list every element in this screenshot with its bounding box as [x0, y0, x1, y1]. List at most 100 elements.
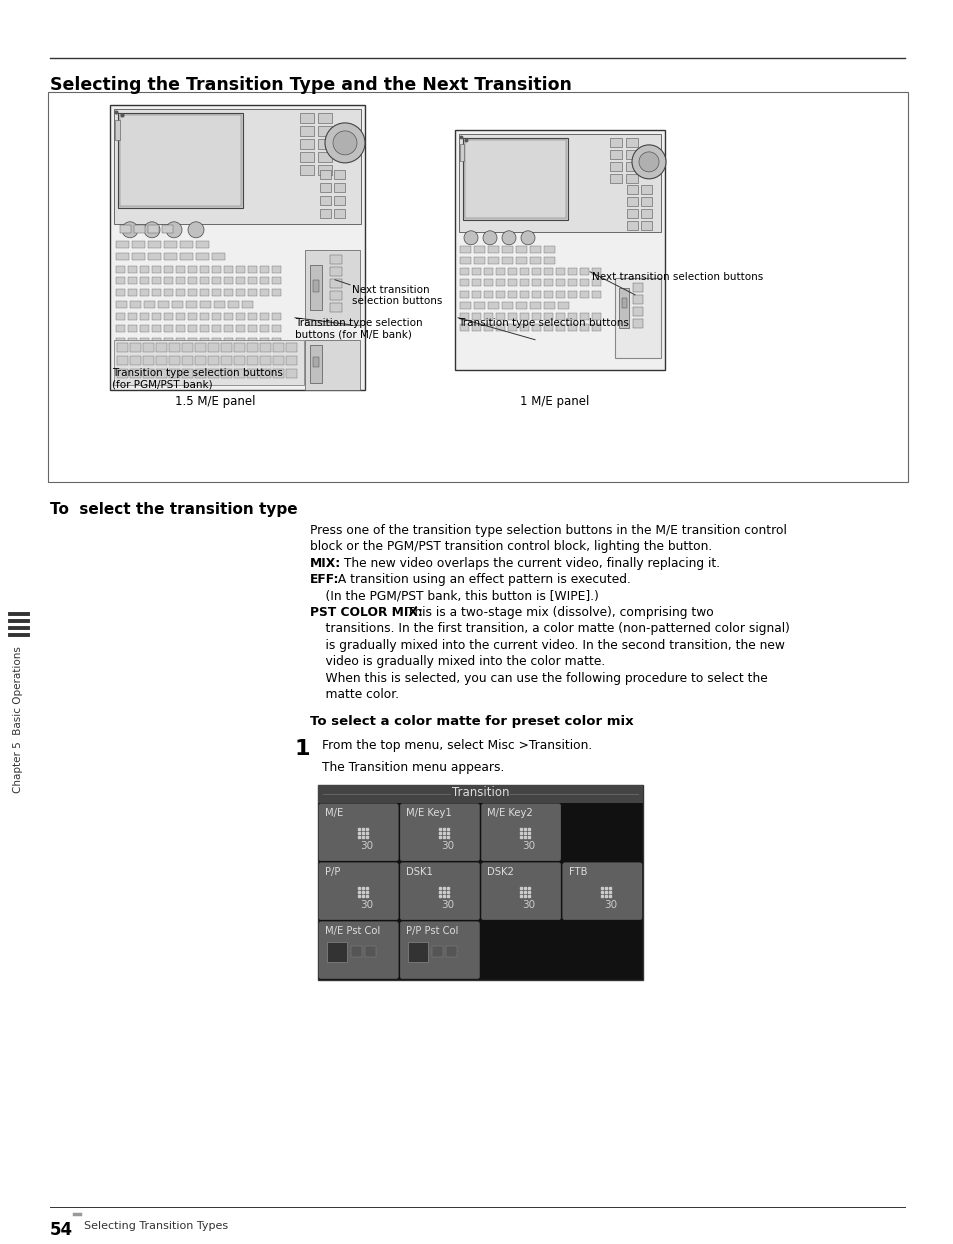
FancyBboxPatch shape — [248, 289, 256, 296]
FancyBboxPatch shape — [156, 368, 167, 378]
FancyBboxPatch shape — [459, 246, 471, 253]
FancyBboxPatch shape — [113, 340, 304, 384]
FancyBboxPatch shape — [128, 350, 137, 357]
Text: Next transition selection buttons: Next transition selection buttons — [592, 271, 762, 282]
FancyBboxPatch shape — [626, 209, 638, 218]
FancyBboxPatch shape — [247, 356, 257, 364]
FancyBboxPatch shape — [172, 301, 183, 307]
Text: P/P: P/P — [325, 867, 340, 877]
FancyBboxPatch shape — [615, 277, 660, 358]
FancyBboxPatch shape — [195, 253, 209, 260]
FancyBboxPatch shape — [286, 356, 296, 364]
FancyBboxPatch shape — [235, 350, 245, 357]
FancyBboxPatch shape — [212, 266, 221, 272]
FancyBboxPatch shape — [260, 342, 271, 352]
Text: To  select the transition type: To select the transition type — [50, 501, 297, 516]
FancyBboxPatch shape — [116, 289, 125, 296]
FancyBboxPatch shape — [148, 253, 161, 260]
Text: From the top menu, select Misc >Transition.: From the top menu, select Misc >Transiti… — [322, 739, 592, 751]
FancyBboxPatch shape — [235, 325, 245, 332]
FancyBboxPatch shape — [132, 253, 145, 260]
FancyBboxPatch shape — [152, 289, 161, 296]
FancyBboxPatch shape — [516, 256, 526, 264]
Text: FTB: FTB — [568, 867, 587, 877]
FancyBboxPatch shape — [128, 289, 137, 296]
FancyBboxPatch shape — [464, 139, 565, 218]
FancyBboxPatch shape — [459, 279, 469, 286]
FancyBboxPatch shape — [556, 279, 564, 286]
FancyBboxPatch shape — [235, 289, 245, 296]
FancyBboxPatch shape — [592, 279, 600, 286]
FancyBboxPatch shape — [432, 947, 443, 957]
Circle shape — [463, 231, 477, 245]
FancyBboxPatch shape — [260, 266, 269, 272]
FancyBboxPatch shape — [507, 312, 517, 320]
FancyBboxPatch shape — [286, 342, 296, 352]
FancyBboxPatch shape — [115, 119, 120, 139]
FancyBboxPatch shape — [260, 363, 269, 369]
Circle shape — [122, 221, 138, 238]
FancyBboxPatch shape — [182, 368, 193, 378]
FancyBboxPatch shape — [400, 922, 479, 979]
FancyBboxPatch shape — [221, 356, 232, 364]
FancyBboxPatch shape — [260, 312, 269, 320]
Text: 54: 54 — [50, 1220, 73, 1239]
FancyBboxPatch shape — [317, 113, 332, 123]
FancyBboxPatch shape — [579, 291, 588, 297]
FancyBboxPatch shape — [592, 323, 600, 331]
FancyBboxPatch shape — [530, 302, 540, 309]
FancyBboxPatch shape — [224, 325, 233, 332]
FancyBboxPatch shape — [459, 144, 463, 160]
Text: is gradually mixed into the current video. In the second transition, the new: is gradually mixed into the current vide… — [310, 639, 784, 652]
FancyBboxPatch shape — [543, 246, 555, 253]
FancyBboxPatch shape — [488, 302, 498, 309]
FancyBboxPatch shape — [400, 804, 479, 861]
FancyBboxPatch shape — [556, 267, 564, 275]
FancyBboxPatch shape — [272, 289, 281, 296]
FancyBboxPatch shape — [188, 312, 196, 320]
FancyBboxPatch shape — [592, 267, 600, 275]
FancyBboxPatch shape — [152, 350, 161, 357]
FancyBboxPatch shape — [140, 289, 149, 296]
FancyBboxPatch shape — [272, 350, 281, 357]
FancyBboxPatch shape — [496, 323, 504, 331]
FancyBboxPatch shape — [212, 253, 225, 260]
Text: Transition type selection
buttons (for M/E bank): Transition type selection buttons (for M… — [294, 317, 422, 340]
FancyBboxPatch shape — [235, 312, 245, 320]
FancyBboxPatch shape — [212, 350, 221, 357]
FancyBboxPatch shape — [140, 337, 149, 345]
FancyBboxPatch shape — [164, 363, 172, 369]
FancyBboxPatch shape — [562, 863, 641, 919]
FancyBboxPatch shape — [530, 256, 540, 264]
FancyBboxPatch shape — [633, 282, 642, 292]
Text: EFF:: EFF: — [310, 573, 339, 586]
FancyBboxPatch shape — [247, 368, 257, 378]
FancyBboxPatch shape — [180, 253, 193, 260]
FancyBboxPatch shape — [260, 337, 269, 345]
FancyBboxPatch shape — [633, 295, 642, 304]
FancyBboxPatch shape — [200, 363, 209, 369]
FancyBboxPatch shape — [446, 947, 456, 957]
FancyBboxPatch shape — [48, 92, 907, 481]
Circle shape — [333, 131, 356, 154]
FancyBboxPatch shape — [626, 185, 638, 194]
Circle shape — [188, 221, 204, 238]
FancyBboxPatch shape — [334, 170, 345, 179]
FancyBboxPatch shape — [579, 279, 588, 286]
FancyBboxPatch shape — [319, 195, 331, 205]
FancyBboxPatch shape — [248, 363, 256, 369]
FancyBboxPatch shape — [117, 342, 128, 352]
FancyBboxPatch shape — [224, 266, 233, 272]
FancyBboxPatch shape — [317, 152, 332, 162]
Circle shape — [501, 231, 516, 245]
FancyBboxPatch shape — [235, 337, 245, 345]
FancyBboxPatch shape — [609, 162, 621, 170]
FancyBboxPatch shape — [543, 302, 555, 309]
FancyBboxPatch shape — [117, 356, 128, 364]
FancyBboxPatch shape — [273, 342, 284, 352]
FancyBboxPatch shape — [640, 209, 651, 218]
FancyBboxPatch shape — [169, 368, 180, 378]
FancyBboxPatch shape — [488, 256, 498, 264]
FancyBboxPatch shape — [621, 297, 626, 307]
FancyBboxPatch shape — [128, 337, 137, 345]
